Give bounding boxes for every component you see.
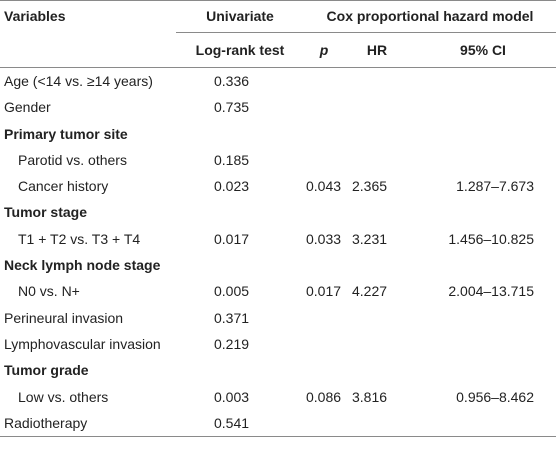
p-value: 0.043: [306, 178, 342, 195]
ci-value: [410, 147, 556, 173]
row-label: Radiotherapy: [0, 409, 176, 438]
logrank-value: 0.005: [214, 283, 250, 300]
ci-value: [410, 331, 556, 357]
logrank-value: 0.017: [214, 230, 250, 247]
logrank-value: 0.219: [214, 335, 250, 352]
hr-value: [344, 409, 410, 438]
row-label: T1 + T2 vs. T3 + T4: [18, 230, 141, 247]
row-label: Tumor stage: [4, 204, 87, 221]
ci-value: 2.004–13.715: [448, 283, 534, 300]
row-label: Perineural invasion: [4, 309, 124, 326]
table-row: N0 vs. N+ 0.005 0.017 4.227 2.004–13.715: [0, 278, 556, 304]
table-row-group-heading: Tumor stage: [0, 199, 556, 225]
table-row: Gender 0.735: [0, 94, 556, 120]
hr-value: 3.231: [352, 230, 388, 247]
p-value: [304, 409, 344, 438]
table-row: Radiotherapy 0.541: [0, 409, 556, 438]
ci-value: 1.456–10.825: [448, 230, 534, 247]
p-value: [304, 305, 344, 331]
row-label: Lymphovascular invasion: [4, 335, 161, 352]
header-row-1: Variables Univariate Cox proportional ha…: [0, 0, 556, 33]
p-value: [304, 147, 344, 173]
hr-value: [344, 68, 410, 95]
header-logrank: Log-rank test: [176, 32, 304, 68]
table-row: T1 + T2 vs. T3 + T4 0.017 0.033 3.231 1.…: [0, 226, 556, 252]
header-cox-model: Cox proportional hazard model: [304, 0, 556, 33]
row-label: Cancer history: [18, 178, 109, 195]
hr-value: 4.227: [352, 283, 388, 300]
hr-value: 3.816: [352, 388, 388, 405]
logrank-value: 0.735: [214, 99, 250, 116]
p-value: 0.086: [306, 388, 342, 405]
results-table: Variables Univariate Cox proportional ha…: [0, 0, 556, 438]
header-variables: Variables: [0, 0, 176, 33]
p-value: 0.017: [306, 283, 342, 300]
header-univariate: Univariate: [176, 0, 304, 33]
logrank-value: 0.336: [214, 73, 250, 89]
logrank-value: 0.003: [214, 388, 250, 405]
p-value: [304, 94, 344, 120]
ci-value: [410, 409, 556, 438]
table-row: Perineural invasion 0.371: [0, 305, 556, 331]
hr-value: [344, 305, 410, 331]
ci-value: [410, 68, 556, 95]
ci-value: [410, 94, 556, 120]
logrank-value: 0.541: [176, 409, 304, 438]
table-row: Lymphovascular invasion 0.219: [0, 331, 556, 357]
p-value: 0.033: [306, 230, 342, 247]
row-label: Low vs. others: [18, 388, 109, 405]
row-label: N0 vs. N+: [18, 283, 80, 300]
hr-value: [344, 331, 410, 357]
ci-value: 1.287–7.673: [456, 178, 534, 195]
header-hr: HR: [344, 32, 410, 68]
row-label: Primary tumor site: [4, 125, 128, 142]
table-row: Low vs. others 0.003 0.086 3.816 0.956–8…: [0, 384, 556, 410]
table-row: Cancer history 0.023 0.043 2.365 1.287–7…: [0, 173, 556, 199]
p-value: [304, 331, 344, 357]
logrank-value: 0.371: [214, 309, 250, 326]
ci-value: 0.956–8.462: [456, 388, 534, 405]
hr-value: [344, 147, 410, 173]
table-row: Parotid vs. others 0.185: [0, 147, 556, 173]
table-row-group-heading: Primary tumor site: [0, 121, 556, 147]
header-row-2: Log-rank test p HR 95% CI: [0, 32, 556, 68]
row-label: Parotid vs. others: [18, 151, 127, 168]
table-row-group-heading: Tumor grade: [0, 357, 556, 383]
table-row: Age (<14 vs. ≥14 years) 0.336: [0, 68, 556, 95]
row-label: Neck lymph node stage: [4, 257, 161, 274]
row-label: Gender: [4, 99, 51, 116]
row-label: Age (<14 vs. ≥14 years): [4, 73, 153, 89]
ci-value: [410, 305, 556, 331]
hr-value: [344, 94, 410, 120]
header-p: p: [304, 32, 344, 68]
table-row-group-heading: Neck lymph node stage: [0, 252, 556, 278]
p-value: [304, 68, 344, 95]
row-label: Tumor grade: [4, 362, 89, 379]
hr-value: 2.365: [352, 178, 388, 195]
header-ci: 95% CI: [410, 32, 556, 68]
logrank-value: 0.023: [214, 178, 250, 195]
logrank-value: 0.185: [214, 151, 250, 168]
